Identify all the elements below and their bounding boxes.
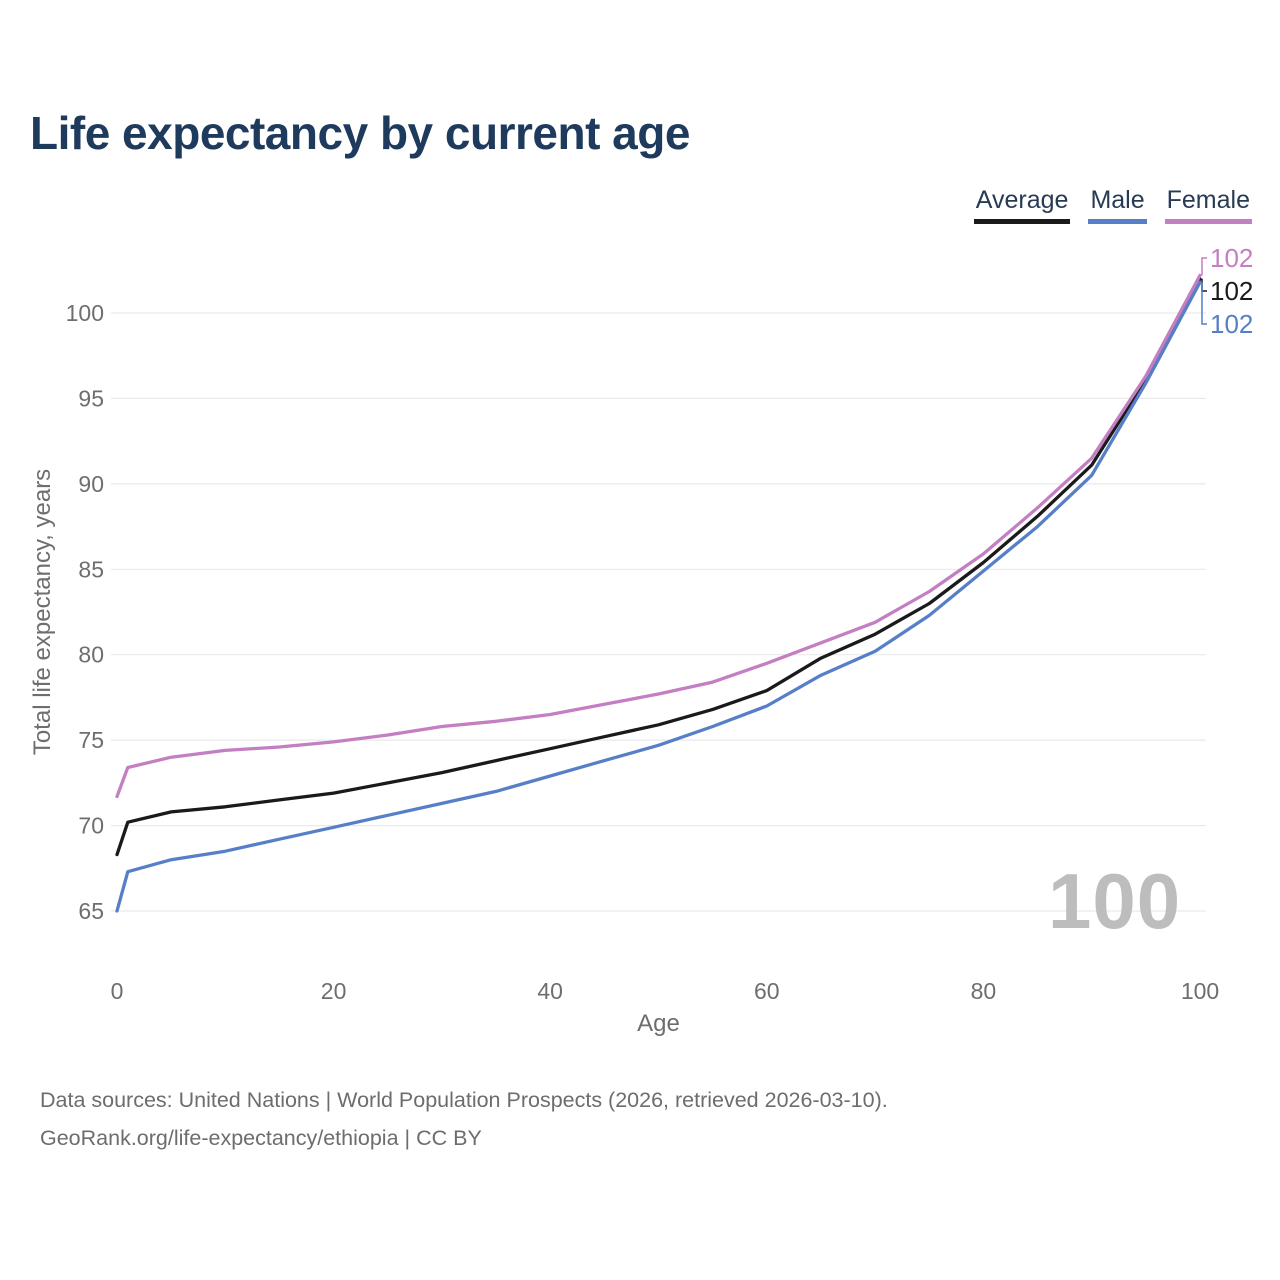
y-tick-label: 100: [66, 300, 104, 326]
x-tick-label: 80: [971, 978, 997, 1004]
end-label-connector: [1201, 257, 1207, 276]
series-line-female: [115, 273, 1202, 799]
y-axis-title: Total life expectancy, years: [29, 469, 56, 755]
x-tick-label: 0: [111, 978, 124, 1004]
y-tick-label: 70: [78, 813, 104, 839]
y-tick-label: 85: [78, 556, 104, 582]
legend: Average Male Female: [973, 186, 1252, 224]
chart-title: Life expectancy by current age: [30, 107, 690, 159]
legend-item-average[interactable]: Average: [973, 186, 1071, 224]
footer-sources: Data sources: United Nations | World Pop…: [40, 1088, 888, 1112]
end-label-female: 102: [1210, 243, 1253, 273]
y-tick-label: 90: [78, 471, 104, 497]
series-line-male: [115, 280, 1202, 913]
x-tick-label: 60: [754, 978, 780, 1004]
y-tick-label: 95: [78, 385, 104, 411]
y-tick-label: 75: [78, 727, 104, 753]
series-line-average: [115, 277, 1202, 857]
age-counter-watermark: 100: [1048, 857, 1182, 945]
footer-attribution: GeoRank.org/life-expectancy/ethiopia | C…: [40, 1126, 482, 1150]
x-axis-title: Age: [637, 1010, 680, 1037]
x-tick-label: 100: [1181, 978, 1219, 1004]
end-label-connector: [1201, 282, 1207, 325]
legend-item-male[interactable]: Male: [1088, 186, 1147, 224]
end-label-average: 102: [1210, 276, 1253, 306]
x-tick-label: 20: [321, 978, 347, 1004]
y-tick-label: 65: [78, 898, 104, 924]
x-tick-label: 40: [537, 978, 563, 1004]
legend-item-female[interactable]: Female: [1164, 186, 1252, 224]
footer: Data sources: United Nations | World Pop…: [40, 1081, 1240, 1157]
y-tick-label: 80: [78, 642, 104, 668]
end-label-male: 102: [1210, 309, 1253, 339]
